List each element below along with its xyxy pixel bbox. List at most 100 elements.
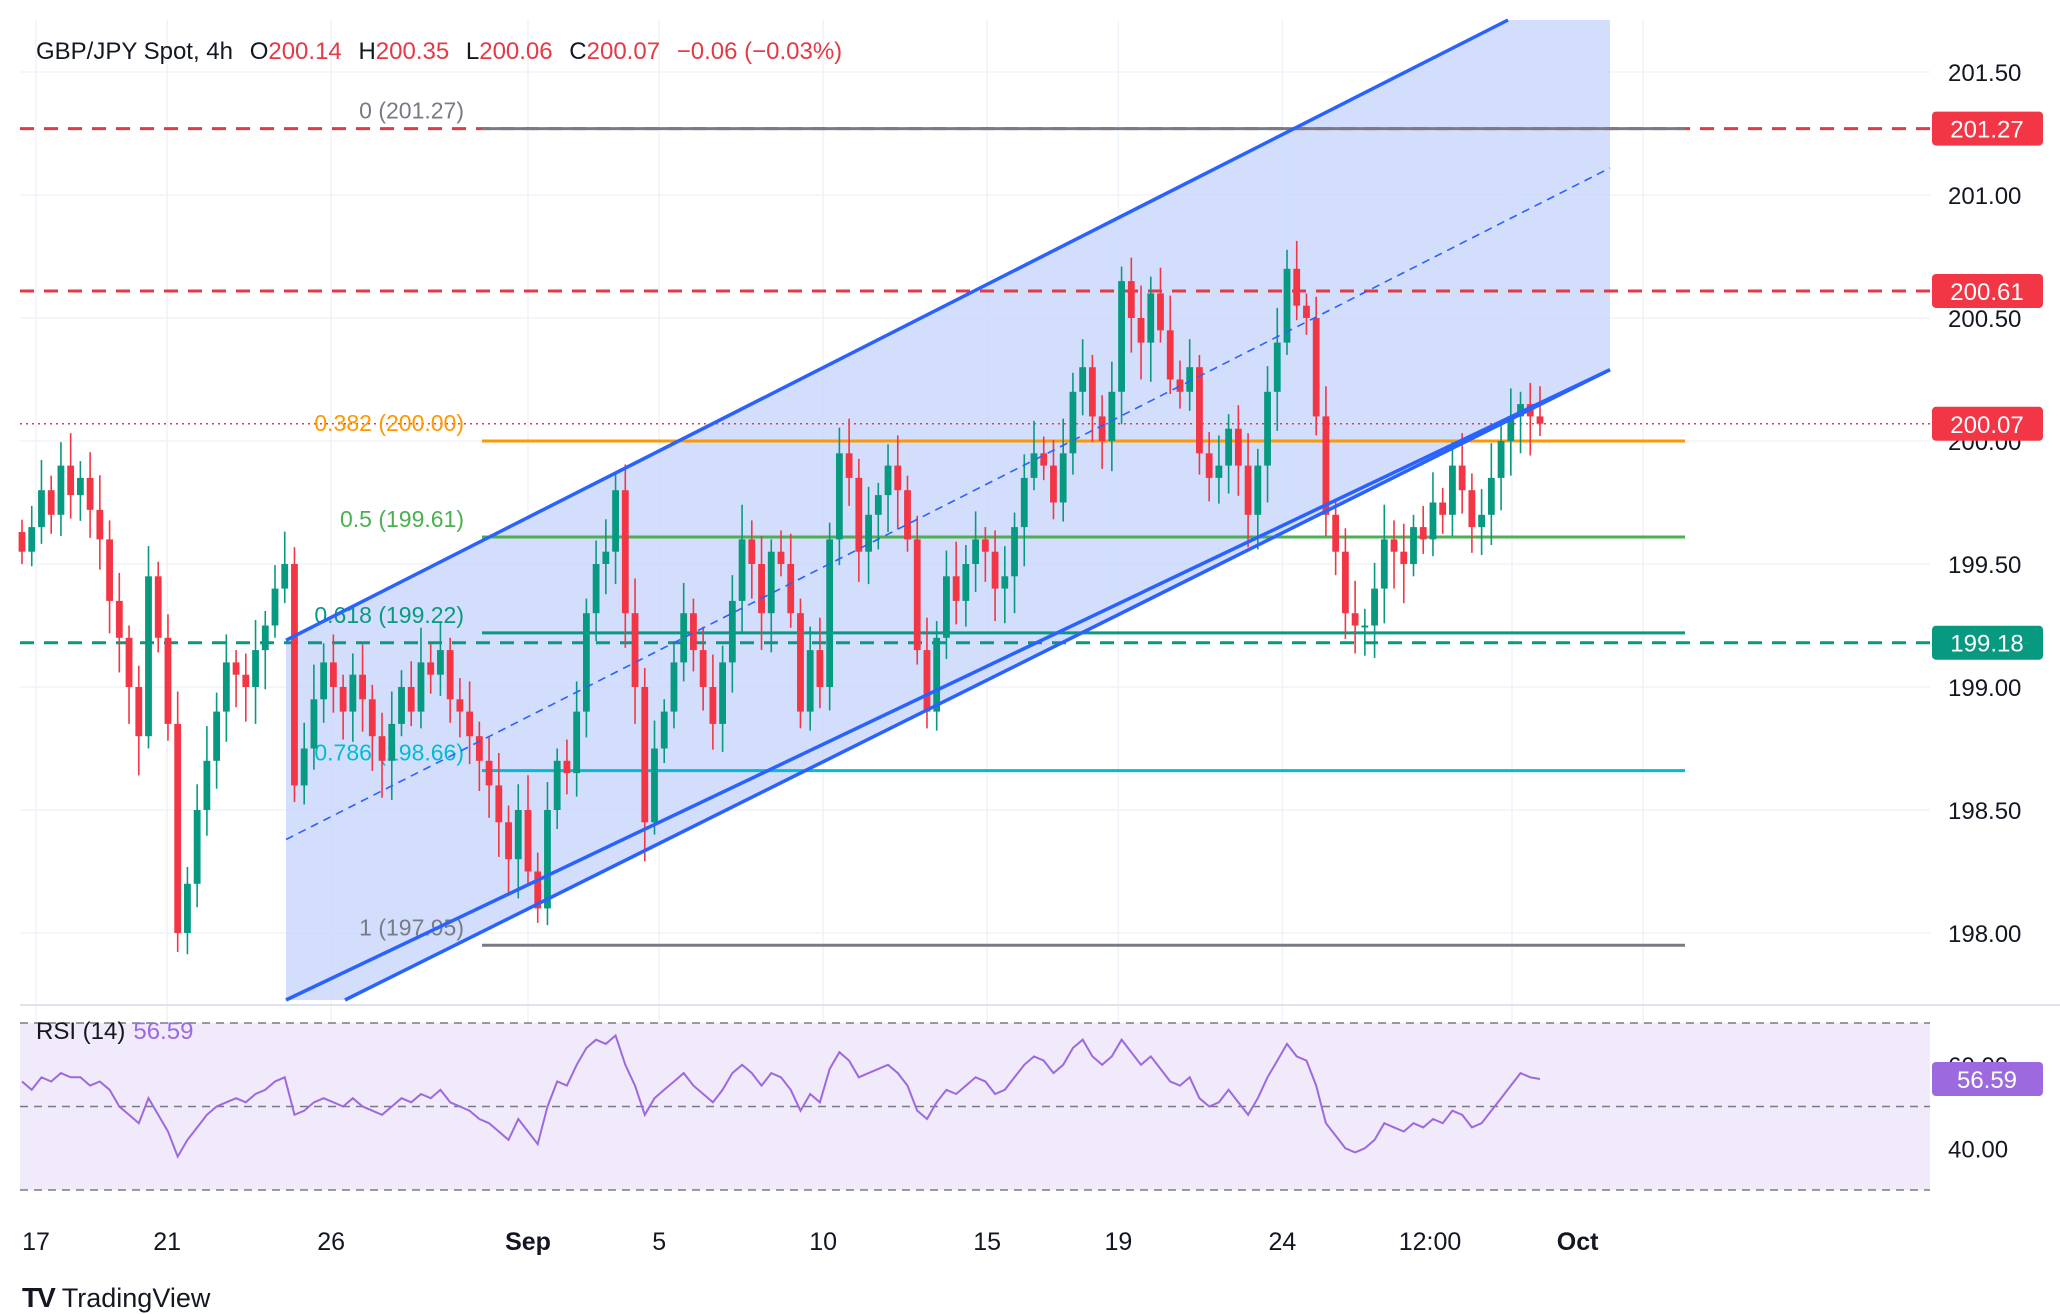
candle-body[interactable] — [855, 477, 863, 552]
candle-body[interactable] — [1098, 416, 1106, 441]
candle-body[interactable] — [1127, 281, 1135, 318]
candle-body[interactable] — [184, 883, 191, 933]
price-tag[interactable] — [1932, 406, 2043, 441]
candle-body[interactable] — [437, 650, 444, 675]
candle-body[interactable] — [534, 871, 542, 909]
channel-upper-line[interactable] — [285, 18, 1509, 642]
candle-body[interactable] — [631, 613, 639, 687]
candle-body[interactable] — [475, 736, 483, 761]
candle-body[interactable] — [1166, 330, 1174, 380]
candle-body[interactable] — [1283, 268, 1291, 343]
candle-body[interactable] — [1020, 477, 1028, 528]
candle-body[interactable] — [135, 687, 143, 737]
candle-body[interactable] — [145, 576, 152, 737]
candle-body[interactable] — [981, 539, 989, 552]
candle-body[interactable] — [709, 687, 717, 724]
candle-body[interactable] — [524, 810, 532, 872]
candle-body[interactable] — [943, 576, 950, 638]
candle-body[interactable] — [1322, 416, 1330, 515]
candle-body[interactable] — [1361, 625, 1369, 628]
candle-body[interactable] — [76, 477, 84, 496]
candle-body[interactable] — [96, 509, 104, 540]
candle-body[interactable] — [1371, 588, 1378, 626]
candle-body[interactable] — [680, 613, 688, 663]
candle-body[interactable] — [174, 723, 182, 933]
channel-lower-line[interactable] — [285, 368, 1611, 1002]
candle-body[interactable] — [261, 625, 269, 651]
candle-body[interactable] — [660, 711, 668, 749]
candle-body[interactable] — [1050, 465, 1057, 503]
candle-body[interactable] — [1517, 404, 1524, 417]
candle-body[interactable] — [164, 637, 172, 724]
candle-body[interactable] — [193, 810, 201, 884]
candle-body[interactable] — [728, 600, 736, 663]
candle-body[interactable] — [1449, 465, 1456, 515]
candle-body[interactable] — [553, 760, 561, 810]
candle-body[interactable] — [310, 699, 318, 749]
candle-body[interactable] — [651, 748, 658, 823]
candle-body[interactable] — [417, 662, 425, 712]
candle-body[interactable] — [57, 465, 65, 515]
candle-body[interactable] — [349, 674, 357, 712]
candle-body[interactable] — [865, 514, 872, 552]
candle-body[interactable] — [816, 650, 824, 687]
candle-body[interactable] — [398, 687, 405, 724]
candle-body[interactable] — [1264, 391, 1271, 466]
candle-body[interactable] — [28, 527, 36, 552]
candle-body[interactable] — [485, 760, 493, 786]
candle-body[interactable] — [787, 564, 795, 614]
candle-body[interactable] — [641, 687, 649, 823]
candle-body[interactable] — [291, 564, 298, 786]
candle-body[interactable] — [329, 662, 337, 687]
candle-body[interactable] — [835, 453, 843, 540]
candle-body[interactable] — [923, 650, 931, 712]
candle-body[interactable] — [913, 539, 921, 651]
candle-body[interactable] — [1303, 305, 1310, 318]
candle-body[interactable] — [1341, 551, 1349, 614]
candle-body[interactable] — [1205, 453, 1213, 478]
candle-body[interactable] — [300, 748, 308, 786]
candle-body[interactable] — [972, 539, 980, 564]
candle-body[interactable] — [38, 490, 45, 528]
candle-body[interactable] — [1079, 367, 1087, 392]
candle-body[interactable] — [125, 637, 133, 687]
candle-body[interactable] — [670, 662, 678, 712]
candle-body[interactable] — [1351, 613, 1359, 626]
channel-lower-line[interactable] — [344, 368, 1611, 1002]
candle-body[interactable] — [1234, 428, 1242, 466]
candle-body[interactable] — [894, 465, 902, 491]
candle-body[interactable] — [602, 551, 610, 564]
candle-body[interactable] — [339, 687, 347, 712]
candle-body[interactable] — [904, 490, 911, 540]
candle-body[interactable] — [874, 495, 882, 515]
candle-body[interactable] — [1410, 527, 1417, 564]
candle-body[interactable] — [1030, 453, 1038, 478]
candle-body[interactable] — [563, 760, 571, 774]
candle-body[interactable] — [1059, 453, 1067, 503]
candle-body[interactable] — [1487, 477, 1495, 515]
candle-body[interactable] — [222, 662, 230, 712]
candle-body[interactable] — [232, 662, 240, 675]
candle-body[interactable] — [1536, 416, 1544, 424]
candle-body[interactable] — [1400, 551, 1408, 564]
price-pane[interactable]: 0 (201.27)0.382 (200.00)0.5 (199.61)0.61… — [18, 18, 2060, 1195]
candle-body[interactable] — [378, 736, 386, 761]
candle-body[interactable] — [845, 453, 853, 478]
candle-body[interactable] — [592, 564, 600, 614]
candle-body[interactable] — [612, 490, 619, 552]
candle-body[interactable] — [1419, 527, 1427, 540]
candle-body[interactable] — [67, 465, 75, 496]
candle-body[interactable] — [407, 687, 415, 712]
candle-body[interactable] — [115, 600, 123, 638]
candle-body[interactable] — [242, 674, 250, 687]
candle-body[interactable] — [106, 539, 113, 601]
candle-body[interactable] — [690, 613, 697, 651]
candle-body[interactable] — [767, 551, 775, 614]
candle-body[interactable] — [1137, 318, 1145, 343]
candle-body[interactable] — [514, 810, 522, 860]
candle-body[interactable] — [505, 822, 512, 860]
candle-body[interactable] — [1225, 428, 1233, 466]
candle-body[interactable] — [1215, 465, 1223, 478]
